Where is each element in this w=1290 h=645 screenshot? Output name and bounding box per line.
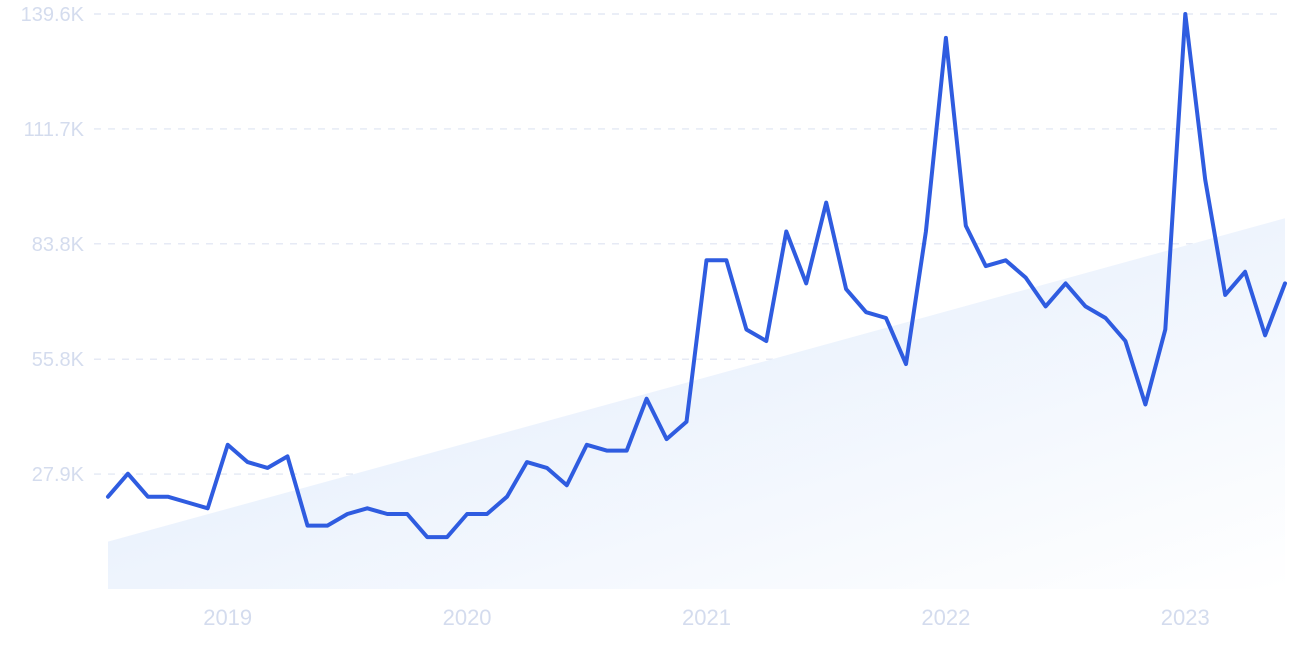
x-tick-label: 2022 [921,605,970,630]
x-tick-label: 2021 [682,605,731,630]
x-axis-labels: 2019 2020 2021 2022 2023 [203,605,1210,630]
y-tick-label: 139.6K [21,4,85,26]
trend-area [108,218,1285,590]
y-tick-label: 83.8K [32,234,85,256]
y-tick-label: 55.8K [32,349,85,371]
y-tick-label: 111.7K [24,119,85,141]
trend-area-fill [108,218,1285,590]
x-tick-label: 2019 [203,605,252,630]
y-axis-labels: 27.9K 55.8K 83.8K 111.7K 139.6K [21,4,85,486]
x-tick-label: 2023 [1161,605,1210,630]
x-tick-label: 2020 [443,605,492,630]
y-tick-label: 27.9K [32,464,85,486]
series-line [106,12,1287,540]
series-layer [106,12,1287,540]
